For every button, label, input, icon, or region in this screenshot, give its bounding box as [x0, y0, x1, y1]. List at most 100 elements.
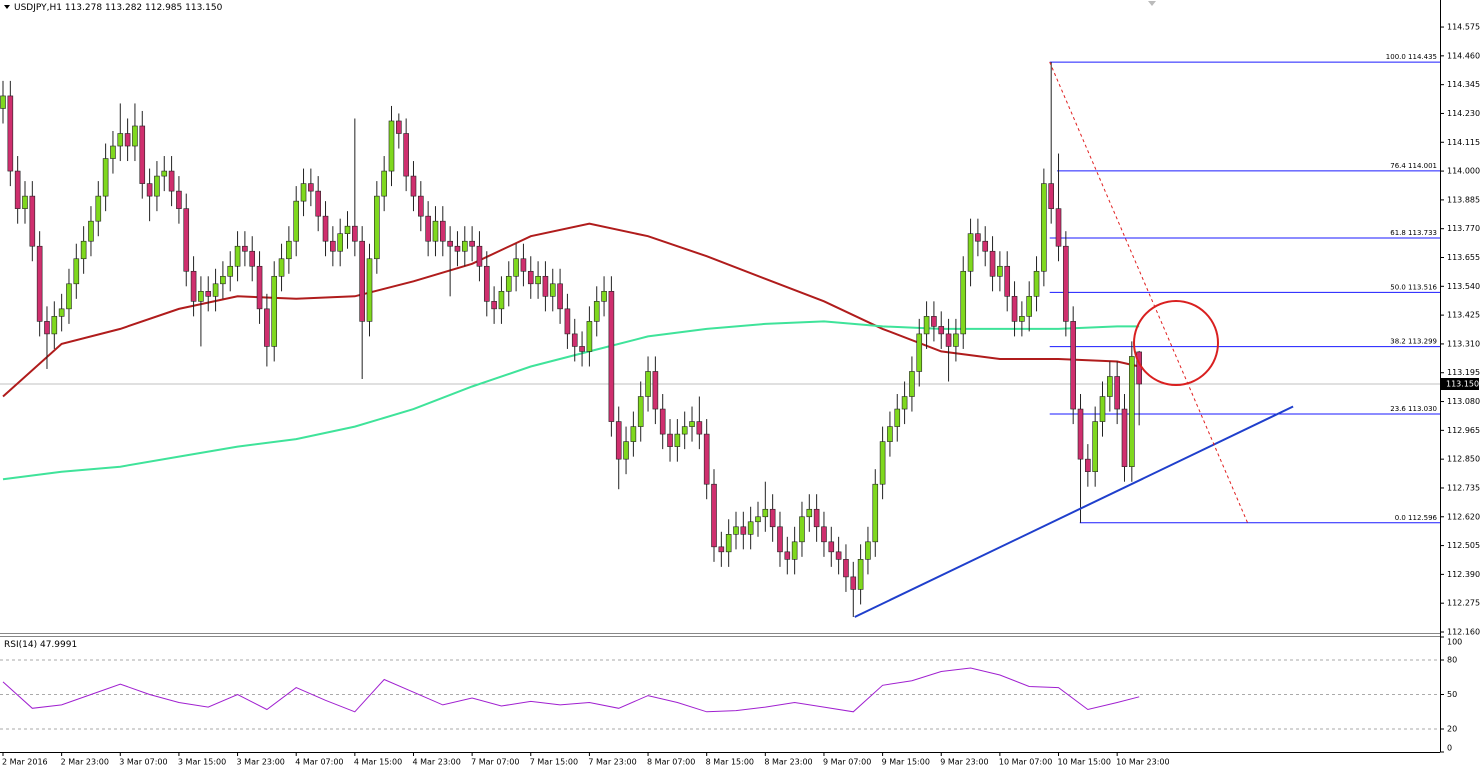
y-tick-label: 112.160 [1447, 627, 1480, 636]
candle-body [916, 333, 923, 372]
candle-body [872, 483, 879, 543]
candle-body [791, 541, 798, 560]
moving-average [2, 222, 1140, 398]
rsi-tick-label: 20 [1447, 725, 1457, 734]
candle-body [1092, 421, 1098, 472]
x-tick-label: 3 Mar 23:00 [237, 758, 285, 767]
candle-body [843, 559, 849, 578]
highlight-circle [1133, 300, 1219, 386]
symbol: USDJPY,H1 [14, 3, 62, 13]
candle-body [491, 301, 497, 310]
candle-body [330, 240, 336, 252]
candle-body [344, 225, 351, 235]
x-tick-label: 7 Mar 15:00 [530, 758, 578, 767]
x-tick-label: 10 Mar 15:00 [1058, 758, 1111, 767]
x-tick-label: 7 Mar 23:00 [588, 758, 636, 767]
candle-body [601, 291, 607, 302]
y-tick-label: 114.575 [1447, 23, 1480, 32]
candle-body [469, 240, 475, 247]
fib-label: 50.0 113.516 [1390, 283, 1437, 291]
rsi-current: 47.9991 [40, 640, 77, 650]
candle-body [73, 258, 80, 285]
candle-body [674, 433, 681, 447]
candle-body [608, 291, 615, 422]
candle-body [0, 95, 6, 109]
candle-body [454, 245, 461, 252]
candle-body [1121, 408, 1128, 467]
candle-body [396, 120, 402, 134]
y-tick-label: 112.850 [1447, 455, 1480, 464]
candle-body [1019, 316, 1025, 322]
candle-body [711, 483, 717, 548]
x-tick-label: 4 Mar 23:00 [412, 758, 460, 767]
rsi-tick-label: 0 [1447, 744, 1452, 753]
candle-body [527, 270, 534, 285]
y-tick-label: 113.540 [1447, 282, 1480, 291]
candle-body [989, 250, 996, 277]
y-tick-label: 114.000 [1447, 167, 1480, 176]
x-tick-label: 2 Mar 2016 [2, 758, 48, 767]
fib-label: 38.2 113.299 [1390, 338, 1437, 346]
candle-body [22, 195, 28, 209]
candle-body [960, 270, 967, 335]
candle-body [1033, 270, 1040, 297]
candle-body [161, 170, 168, 177]
candle-body [696, 421, 703, 435]
candle-body [1041, 183, 1047, 272]
y-tick-label: 113.655 [1447, 253, 1480, 262]
candle-body [381, 170, 387, 197]
header-open: 113.278 [65, 3, 102, 13]
candle-body [865, 541, 871, 560]
x-tick-label: 8 Mar 15:00 [706, 758, 754, 767]
candle-body [637, 396, 644, 427]
x-tick-label: 4 Mar 15:00 [354, 758, 402, 767]
candle-body [828, 541, 835, 553]
candle-body [29, 195, 36, 247]
candle-body [645, 371, 651, 397]
candle-body [220, 275, 226, 285]
candle-body [733, 526, 739, 535]
candle-body [439, 220, 446, 242]
candle-body [975, 233, 981, 242]
trendline [854, 405, 1294, 618]
candle-body [293, 200, 300, 242]
rsi-header: RSI(14) 47.9991 [4, 640, 77, 650]
last-price-label: 113.150 [1446, 380, 1479, 389]
candle-body [571, 333, 578, 347]
candle-body [652, 371, 659, 410]
candle-body [146, 183, 153, 197]
candle-body [689, 421, 695, 427]
header-close: 113.150 [185, 3, 222, 13]
chart-header: USDJPY,H1 113.278 113.282 112.985 113.15… [14, 3, 223, 13]
candle-body [718, 546, 725, 553]
y-tick-label: 112.505 [1447, 541, 1480, 550]
rsi-tick-label: 50 [1447, 690, 1457, 699]
candle-body [58, 308, 65, 317]
candle-body [777, 526, 783, 553]
candle-body [953, 333, 959, 347]
candle-body [190, 270, 197, 302]
candle-body [615, 421, 622, 460]
menu-arrow [4, 5, 10, 9]
x-tick-label: 4 Mar 07:00 [295, 758, 343, 767]
candle-body [505, 275, 512, 292]
candle-body [799, 516, 805, 543]
x-tick-label: 10 Mar 07:00 [999, 758, 1052, 767]
candle-body [278, 258, 285, 277]
candle-body [234, 245, 241, 267]
candle-body [586, 321, 593, 352]
last-price-box [1441, 378, 1479, 391]
fib-label: 76.4 114.001 [1390, 162, 1437, 170]
candle-body [806, 508, 813, 518]
candle-body [410, 175, 417, 197]
candle-body [762, 508, 769, 518]
candle-body [337, 233, 343, 252]
candle-body [300, 183, 307, 202]
y-tick-label: 113.425 [1447, 311, 1480, 320]
candle-body [535, 275, 541, 285]
candle-body [315, 190, 321, 217]
candle-body [557, 283, 563, 310]
candle-body [388, 120, 395, 172]
